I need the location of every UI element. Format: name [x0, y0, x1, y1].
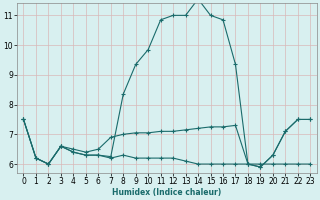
X-axis label: Humidex (Indice chaleur): Humidex (Indice chaleur)	[112, 188, 221, 197]
